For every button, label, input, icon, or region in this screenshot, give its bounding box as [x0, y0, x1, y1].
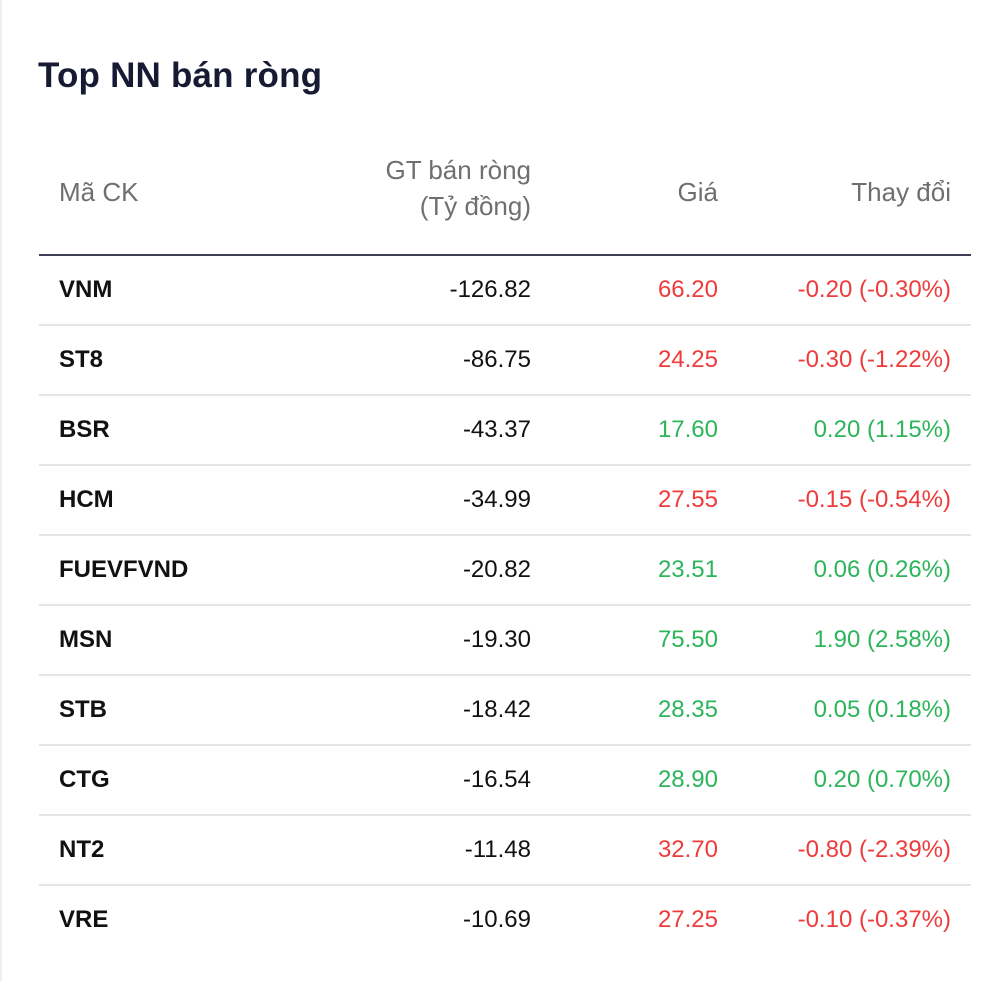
price-change: -0.15 (-0.54%)	[797, 486, 951, 513]
price: 24.25	[657, 346, 718, 373]
stock-code[interactable]: STB	[59, 696, 107, 723]
price-change: -0.30 (-1.22%)	[797, 346, 951, 373]
table-row[interactable]: STB -18.42 28.35 0.05 (0.18%)	[39, 676, 971, 746]
price-change: 0.20 (0.70%)	[813, 766, 951, 793]
stock-code[interactable]: MSN	[59, 626, 113, 653]
net-sell-value: -19.30	[462, 626, 531, 653]
price: 28.90	[657, 766, 718, 793]
price-change: 1.90 (2.58%)	[813, 626, 951, 653]
stock-code[interactable]: BSR	[59, 416, 110, 443]
net-sell-value: -11.48	[464, 836, 531, 863]
table-header: Mã CK GT bán ròng (Tỷ đồng) Giá Thay đổi	[39, 142, 971, 256]
net-sell-table: Mã CK GT bán ròng (Tỷ đồng) Giá Thay đổi…	[39, 142, 971, 956]
stock-code[interactable]: ST8	[59, 346, 104, 373]
price: 17.60	[657, 416, 718, 443]
net-sell-value: -16.54	[462, 766, 531, 793]
column-header-price: Giá	[677, 177, 718, 207]
price: 28.35	[657, 696, 718, 723]
table-row[interactable]: FUEVFVND -20.82 23.51 0.06 (0.26%)	[39, 536, 971, 606]
column-header-code: Mã CK	[59, 177, 139, 207]
stock-code[interactable]: FUEVFVND	[59, 556, 189, 583]
table-row[interactable]: VNM -126.82 66.20 -0.20 (-0.30%)	[39, 256, 971, 326]
price-change: 0.06 (0.26%)	[813, 556, 951, 583]
net-sell-value: -34.99	[462, 486, 531, 513]
price-change: 0.05 (0.18%)	[813, 696, 951, 723]
price: 66.20	[657, 276, 718, 303]
table-row[interactable]: BSR -43.37 17.60 0.20 (1.15%)	[39, 396, 971, 466]
price-change: -0.20 (-0.30%)	[797, 276, 951, 303]
price: 75.50	[657, 626, 718, 653]
column-header-net-sell-value: GT bán ròng (Tỷ đồng)	[385, 155, 531, 221]
stock-code[interactable]: VRE	[59, 906, 109, 933]
price: 27.55	[657, 486, 718, 513]
stock-code[interactable]: VNM	[59, 276, 113, 303]
price-change: 0.20 (1.15%)	[813, 416, 951, 443]
price: 23.51	[657, 556, 718, 583]
table-row[interactable]: ST8 -86.75 24.25 -0.30 (-1.22%)	[39, 326, 971, 396]
net-sell-value: -126.82	[449, 276, 531, 303]
card-title: Top NN bán ròng	[38, 56, 323, 95]
table-row[interactable]: MSN -19.30 75.50 1.90 (2.58%)	[39, 606, 971, 676]
table-row[interactable]: CTG -16.54 28.90 0.20 (0.70%)	[39, 746, 971, 816]
stock-code[interactable]: NT2	[59, 836, 105, 863]
price-change: -0.80 (-2.39%)	[797, 836, 951, 863]
net-sell-value: -86.75	[462, 346, 531, 373]
column-header-change: Thay đổi	[851, 177, 951, 207]
net-sell-value: -10.69	[462, 906, 531, 933]
net-sell-value: -18.42	[462, 696, 531, 723]
stock-code[interactable]: CTG	[59, 766, 110, 793]
stock-code[interactable]: HCM	[59, 486, 114, 513]
price-change: -0.10 (-0.37%)	[797, 906, 951, 933]
table-row[interactable]: NT2 -11.48 32.70 -0.80 (-2.39%)	[39, 816, 971, 886]
table-row[interactable]: HCM -34.99 27.55 -0.15 (-0.54%)	[39, 466, 971, 536]
net-sell-value: -20.82	[462, 556, 531, 583]
price: 27.25	[657, 906, 718, 933]
net-sell-value: -43.37	[462, 416, 531, 443]
table-row[interactable]: VRE -10.69 27.25 -0.10 (-0.37%)	[39, 886, 971, 956]
table-body: VNM -126.82 66.20 -0.20 (-0.30%) ST8 -86…	[39, 256, 971, 956]
price: 32.70	[657, 836, 718, 863]
